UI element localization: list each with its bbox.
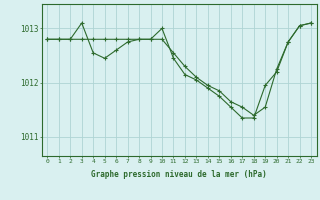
X-axis label: Graphe pression niveau de la mer (hPa): Graphe pression niveau de la mer (hPa) [91,170,267,179]
